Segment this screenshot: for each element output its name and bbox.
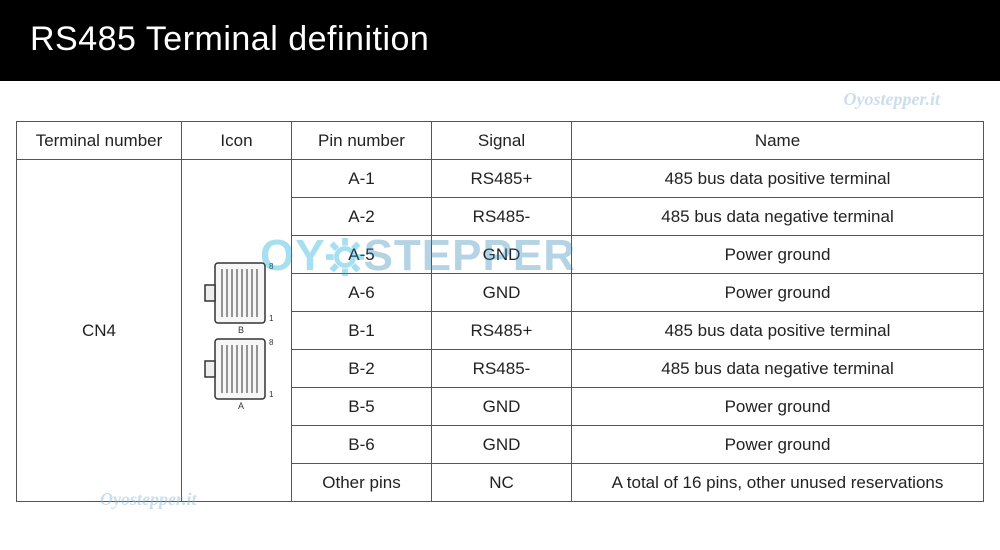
name-cell: Power ground bbox=[572, 388, 984, 426]
signal-cell: NC bbox=[432, 464, 572, 502]
name-cell: 485 bus data positive terminal bbox=[572, 160, 984, 198]
name-cell: 485 bus data positive terminal bbox=[572, 312, 984, 350]
svg-text:8: 8 bbox=[269, 262, 274, 271]
terminal-table: Terminal number Icon Pin number Signal N… bbox=[16, 121, 984, 502]
svg-text:8: 8 bbox=[269, 338, 274, 347]
connector-icon-cell: 8 1 8 1 B A bbox=[182, 160, 292, 502]
th-pin: Pin number bbox=[292, 122, 432, 160]
name-cell: Power ground bbox=[572, 274, 984, 312]
signal-cell: GND bbox=[432, 236, 572, 274]
name-cell: 485 bus data negative terminal bbox=[572, 350, 984, 388]
table-header-row: Terminal number Icon Pin number Signal N… bbox=[17, 122, 984, 160]
th-icon: Icon bbox=[182, 122, 292, 160]
pin-cell: A-1 bbox=[292, 160, 432, 198]
content-area: Oyostepper.it OY STEPPER Terminal number… bbox=[0, 81, 1000, 502]
signal-cell: RS485+ bbox=[432, 160, 572, 198]
svg-text:1: 1 bbox=[269, 314, 274, 323]
table-row: CN4 bbox=[17, 160, 984, 198]
name-cell: 485 bus data negative terminal bbox=[572, 198, 984, 236]
signal-cell: RS485+ bbox=[432, 312, 572, 350]
rj45-dual-icon: 8 1 8 1 B A bbox=[197, 251, 277, 411]
pin-cell: A-2 bbox=[292, 198, 432, 236]
signal-cell: GND bbox=[432, 274, 572, 312]
name-cell: A total of 16 pins, other unused reserva… bbox=[572, 464, 984, 502]
pin-cell: Other pins bbox=[292, 464, 432, 502]
signal-cell: RS485- bbox=[432, 198, 572, 236]
svg-text:1: 1 bbox=[269, 390, 274, 399]
page-header: RS485 Terminal definition bbox=[0, 0, 1000, 81]
th-signal: Signal bbox=[432, 122, 572, 160]
signal-cell: GND bbox=[432, 388, 572, 426]
th-name: Name bbox=[572, 122, 984, 160]
pin-cell: B-2 bbox=[292, 350, 432, 388]
pin-cell: A-6 bbox=[292, 274, 432, 312]
svg-text:B: B bbox=[237, 325, 243, 335]
signal-cell: RS485- bbox=[432, 350, 572, 388]
pin-cell: B-6 bbox=[292, 426, 432, 464]
name-cell: Power ground bbox=[572, 426, 984, 464]
signal-cell: GND bbox=[432, 426, 572, 464]
pin-cell: B-1 bbox=[292, 312, 432, 350]
th-terminal: Terminal number bbox=[17, 122, 182, 160]
pin-cell: A-5 bbox=[292, 236, 432, 274]
pin-cell: B-5 bbox=[292, 388, 432, 426]
page-title: RS485 Terminal definition bbox=[30, 20, 429, 58]
watermark-top-right: Oyostepper.it bbox=[844, 89, 941, 110]
name-cell: Power ground bbox=[572, 236, 984, 274]
terminal-number-cell: CN4 bbox=[17, 160, 182, 502]
svg-text:A: A bbox=[237, 401, 243, 411]
